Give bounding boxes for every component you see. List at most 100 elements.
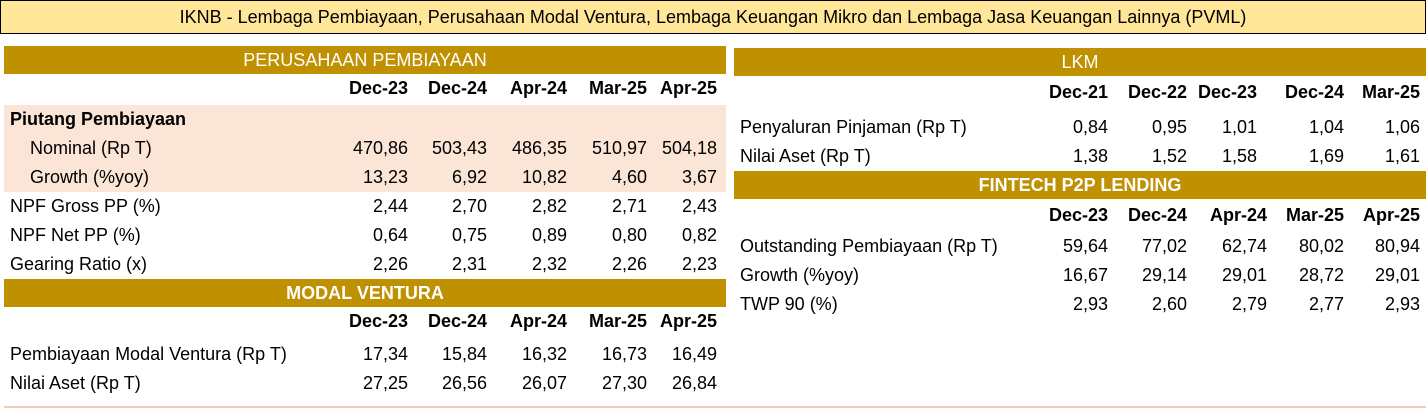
pp-period: Dec-23 (348, 78, 408, 98)
cell: 2,60 (1151, 294, 1187, 314)
page-title: IKNB - Lembaga Pembiayaan, Perusahaan Mo… (0, 0, 1426, 34)
cell: 26,84 (671, 373, 717, 393)
cell: 1,61 (1384, 146, 1420, 166)
cell: 16,49 (671, 344, 717, 364)
cell: 2,43 (681, 196, 717, 216)
p2p-header: FINTECH P2P LENDING (734, 171, 1426, 199)
pp-period: Apr-24 (509, 78, 567, 98)
cell: 0,64 (372, 225, 408, 245)
row-label: Gearing Ratio (x) (10, 254, 148, 274)
cell: 59,64 (1062, 236, 1108, 256)
cell: 2,93 (1072, 294, 1108, 314)
lkm-period-row: Dec-21 Dec-22 Dec-23 Dec-24 Mar-25 (734, 78, 1426, 107)
cell: 503,43 (431, 138, 487, 158)
cell: 0,95 (1151, 117, 1187, 137)
pp-panel: PERUSAHAAN PEMBIAYAAN Dec-23 Dec-24 Apr-… (4, 46, 726, 398)
table-row: Nilai Aset (Rp T) 1,38 1,52 1,58 1,69 1,… (734, 142, 1426, 171)
cell: 2,70 (451, 196, 487, 216)
p2p-period: Dec-23 (1048, 205, 1108, 225)
row-label: Nominal (Rp T) (30, 138, 152, 158)
cell: 26,07 (521, 373, 567, 393)
cell: 3,67 (681, 167, 717, 187)
cell: 1,04 (1308, 117, 1344, 137)
cell: 2,71 (611, 196, 647, 216)
lkm-panel: LKM Dec-21 Dec-22 Dec-23 Dec-24 Mar-25 P… (734, 48, 1426, 319)
cell: 2,32 (531, 254, 567, 274)
row-label: Growth (%yoy) (30, 167, 150, 187)
pp-period: Mar-25 (588, 78, 647, 98)
cell: 486,35 (511, 138, 567, 158)
cell: 17,34 (362, 344, 408, 364)
cell: 29,01 (1374, 265, 1420, 285)
cell: 1,58 (1221, 146, 1257, 166)
cell: 13,23 (362, 167, 408, 187)
cell: 2,26 (611, 254, 647, 274)
p2p-period: Dec-24 (1127, 205, 1187, 225)
mv-period-row: Dec-23 Dec-24 Apr-24 Mar-25 Apr-25 (4, 307, 726, 336)
cell: 2,77 (1308, 294, 1344, 314)
row-label: Growth (%yoy) (740, 265, 860, 285)
row-label: TWP 90 (%) (740, 294, 838, 314)
lkm-period: Dec-24 (1284, 82, 1344, 102)
cell: 16,73 (601, 344, 647, 364)
pp-period: Apr-25 (659, 78, 717, 98)
cell: 0,89 (531, 225, 567, 245)
cell: 10,82 (521, 167, 567, 187)
cell: 2,93 (1384, 294, 1420, 314)
cell: 80,94 (1374, 236, 1420, 256)
lkm-period: Mar-25 (1361, 82, 1420, 102)
table-row: Growth (%yoy) 13,23 6,92 10,82 4,60 3,67 (4, 163, 726, 192)
table-row: NPF Gross PP (%) 2,44 2,70 2,82 2,71 2,4… (4, 192, 726, 221)
p2p-period: Mar-25 (1285, 205, 1344, 225)
cell: 0,84 (1072, 117, 1108, 137)
row-label: Penyaluran Pinjaman (Rp T) (740, 117, 967, 137)
p2p-period: Apr-24 (1209, 205, 1267, 225)
cell: 4,60 (611, 167, 647, 187)
cell: 16,32 (521, 344, 567, 364)
cell: 0,75 (451, 225, 487, 245)
p2p-period: Apr-25 (1362, 205, 1420, 225)
p2p-period-row: Dec-23 Dec-24 Apr-24 Mar-25 Apr-25 (734, 201, 1426, 230)
cell: 2,23 (681, 254, 717, 274)
mv-period: Apr-25 (659, 311, 717, 331)
row-label: NPF Net PP (%) (10, 225, 141, 245)
cell: 0,82 (681, 225, 717, 245)
table-row: TWP 90 (%) 2,93 2,60 2,79 2,77 2,93 (734, 290, 1426, 319)
cell: 0,80 (611, 225, 647, 245)
lkm-period: Dec-22 (1127, 82, 1187, 102)
cell: 2,79 (1231, 294, 1267, 314)
row-label: Nilai Aset (Rp T) (10, 373, 141, 393)
cell: 2,44 (372, 196, 408, 216)
bottom-divider (4, 406, 1426, 408)
mv-period: Dec-23 (348, 311, 408, 331)
pp-period-row: Dec-23 Dec-24 Apr-24 Mar-25 Apr-25 (4, 74, 726, 103)
cell: 62,74 (1221, 236, 1267, 256)
table-row: Nominal (Rp T) 470,86 503,43 486,35 510,… (4, 134, 726, 163)
table-row: NPF Net PP (%) 0,64 0,75 0,89 0,80 0,82 (4, 221, 726, 250)
cell: 80,02 (1298, 236, 1344, 256)
page-title-text: IKNB - Lembaga Pembiayaan, Perusahaan Mo… (179, 6, 1247, 27)
cell: 29,14 (1141, 265, 1187, 285)
cell: 1,52 (1151, 146, 1187, 166)
pp-section-label: Piutang Pembiayaan (10, 109, 187, 129)
cell: 6,92 (451, 167, 487, 187)
cell: 510,97 (591, 138, 647, 158)
row-label: Nilai Aset (Rp T) (740, 146, 871, 166)
cell: 16,67 (1062, 265, 1108, 285)
table-row: Gearing Ratio (x) 2,26 2,31 2,32 2,26 2,… (4, 250, 726, 279)
cell: 2,31 (451, 254, 487, 274)
cell: 27,30 (601, 373, 647, 393)
pp-period: Dec-24 (427, 78, 487, 98)
table-row: Growth (%yoy) 16,67 29,14 29,01 28,72 29… (734, 261, 1426, 290)
cell: 27,25 (362, 373, 408, 393)
table-row: Penyaluran Pinjaman (Rp T) 0,84 0,95 1,0… (734, 113, 1426, 142)
lkm-period: Dec-23 (1197, 82, 1257, 102)
pp-header: PERUSAHAAN PEMBIAYAAN (4, 46, 726, 74)
table-row: Pembiayaan Modal Ventura (Rp T) 17,34 15… (4, 340, 726, 369)
row-label: NPF Gross PP (%) (10, 196, 161, 216)
cell: 504,18 (661, 138, 717, 158)
lkm-period: Dec-21 (1048, 82, 1108, 102)
row-label: Pembiayaan Modal Ventura (Rp T) (10, 344, 287, 364)
mv-period: Mar-25 (588, 311, 647, 331)
cell: 1,06 (1384, 117, 1420, 137)
